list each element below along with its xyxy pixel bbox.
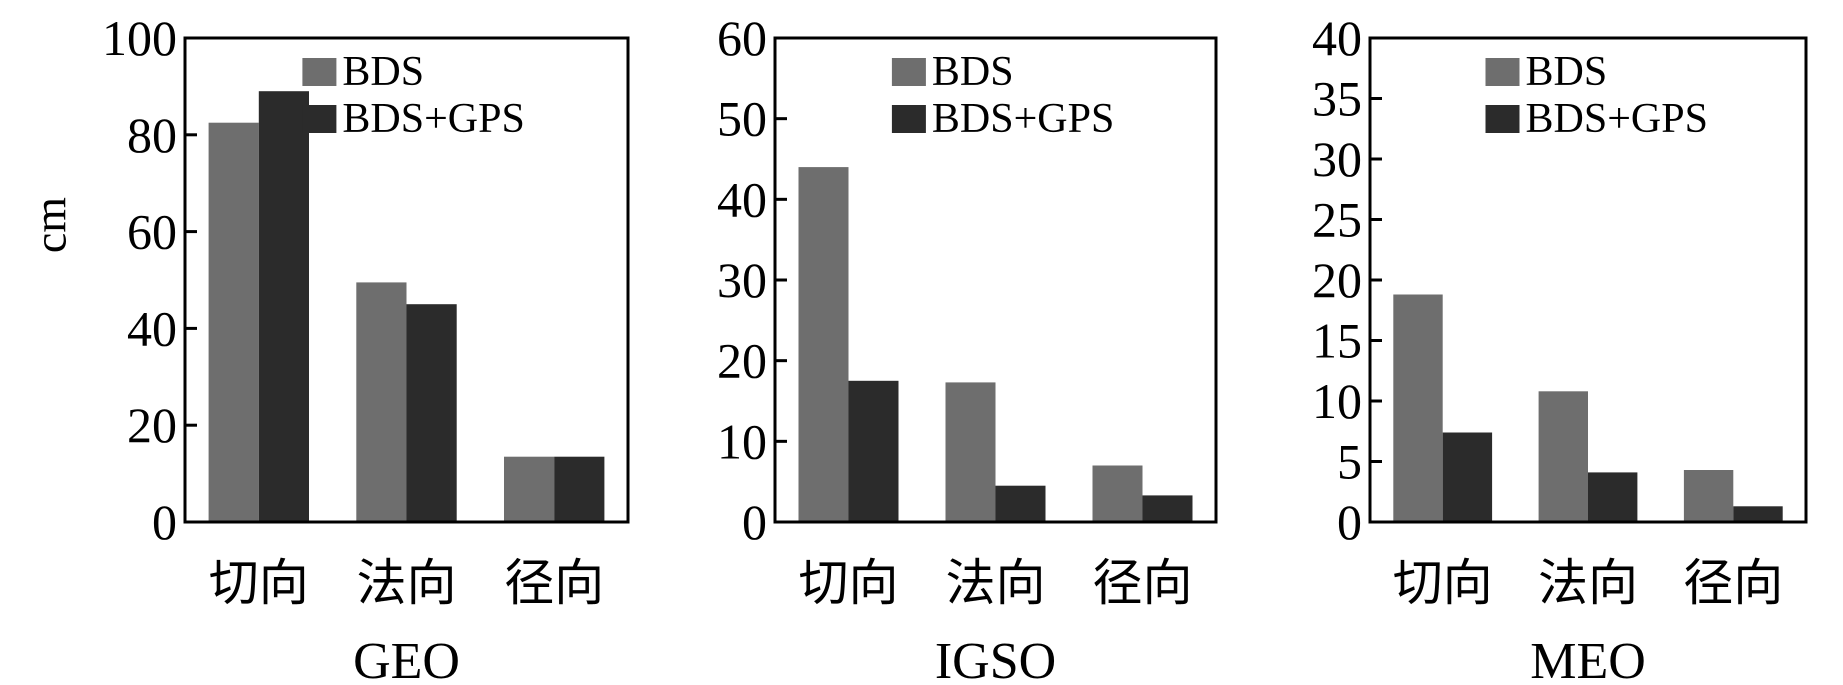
x-tick-label: 法向 xyxy=(946,554,1046,612)
legend-swatch-bds-gps xyxy=(1485,105,1520,133)
y-tick-label: 5 xyxy=(1337,434,1362,490)
bar-meo-bds-1 xyxy=(1538,391,1588,522)
y-tick-label: 25 xyxy=(1312,192,1362,248)
bar-meo-bds-gps-1 xyxy=(1588,472,1638,522)
y-tick-label: 50 xyxy=(717,91,767,147)
y-tick-label: 80 xyxy=(127,107,177,163)
y-tick-label: 100 xyxy=(102,10,177,66)
bar-igso-bds-gps-1 xyxy=(995,485,1046,522)
y-tick-label: 20 xyxy=(127,397,177,453)
bar-igso-bds-2 xyxy=(1092,465,1143,522)
panel-title: IGSO xyxy=(935,633,1056,685)
bar-meo-bds-2 xyxy=(1683,470,1734,522)
plot-frame xyxy=(183,36,630,524)
x-tick-label: 径向 xyxy=(504,554,604,612)
legend-label-bds-gps: BDS+GPS xyxy=(342,96,524,142)
legend-swatch-bds xyxy=(891,58,926,86)
legend-label-bds-gps: BDS+GPS xyxy=(1526,96,1708,142)
x-tick-label: 径向 xyxy=(1093,554,1193,612)
bar-meo-bds-gps-0 xyxy=(1442,432,1493,522)
x-tick-label: 径向 xyxy=(1683,554,1783,612)
bar-geo-bds-1 xyxy=(356,282,407,522)
y-tick-label: 40 xyxy=(127,300,177,356)
legend-swatch-bds-gps xyxy=(891,105,926,133)
x-tick-label: 法向 xyxy=(357,554,457,612)
bar-igso-bds-gps-0 xyxy=(848,380,899,522)
y-tick-label: 40 xyxy=(1312,10,1362,66)
y-tick-label: 0 xyxy=(1337,494,1362,550)
legend-label-bds: BDS xyxy=(932,49,1014,95)
bar-meo-bds-gps-2 xyxy=(1733,506,1783,522)
legend-label-bds-gps: BDS+GPS xyxy=(932,96,1114,142)
bar-geo-bds-gps-0 xyxy=(258,91,309,522)
x-tick-label: 切向 xyxy=(209,554,309,612)
bar-geo-bds-2 xyxy=(504,456,555,522)
bar-igso-bds-0 xyxy=(798,167,849,522)
bar-igso-bds-gps-2 xyxy=(1142,495,1193,522)
y-tick-label: 0 xyxy=(152,494,177,550)
legend-label-bds: BDS xyxy=(1526,49,1608,95)
x-tick-label: 切向 xyxy=(1393,554,1493,612)
y-tick-label: 30 xyxy=(717,252,767,308)
y-tick-label: 60 xyxy=(127,204,177,260)
y-tick-label: 0 xyxy=(742,494,767,550)
bar-geo-bds-gps-1 xyxy=(406,304,457,522)
y-tick-label: 30 xyxy=(1312,131,1362,187)
bar-igso-bds-1 xyxy=(945,382,996,522)
legend-swatch-bds xyxy=(1485,58,1520,86)
y-tick-label: 20 xyxy=(1312,252,1362,308)
legend-swatch-bds-gps xyxy=(302,105,337,133)
y-tick-label: 15 xyxy=(1312,313,1362,369)
y-tick-label: 20 xyxy=(717,333,767,389)
y-tick-label: 35 xyxy=(1312,71,1362,127)
y-tick-label: 10 xyxy=(717,413,767,469)
x-tick-label: 法向 xyxy=(1538,554,1638,612)
bar-geo-bds-gps-2 xyxy=(554,456,605,522)
bar-geo-bds-0 xyxy=(208,122,259,522)
y-axis-label: cm xyxy=(25,197,76,253)
panel-title: GEO xyxy=(353,633,460,685)
panel-title: MEO xyxy=(1530,633,1646,685)
bar-meo-bds-0 xyxy=(1393,294,1443,522)
y-tick-label: 40 xyxy=(717,171,767,227)
legend-swatch-bds xyxy=(302,58,337,86)
y-tick-label: 60 xyxy=(717,10,767,66)
y-tick-label: 10 xyxy=(1312,373,1362,429)
legend-label-bds: BDS xyxy=(342,49,424,95)
x-tick-label: 切向 xyxy=(799,554,899,612)
